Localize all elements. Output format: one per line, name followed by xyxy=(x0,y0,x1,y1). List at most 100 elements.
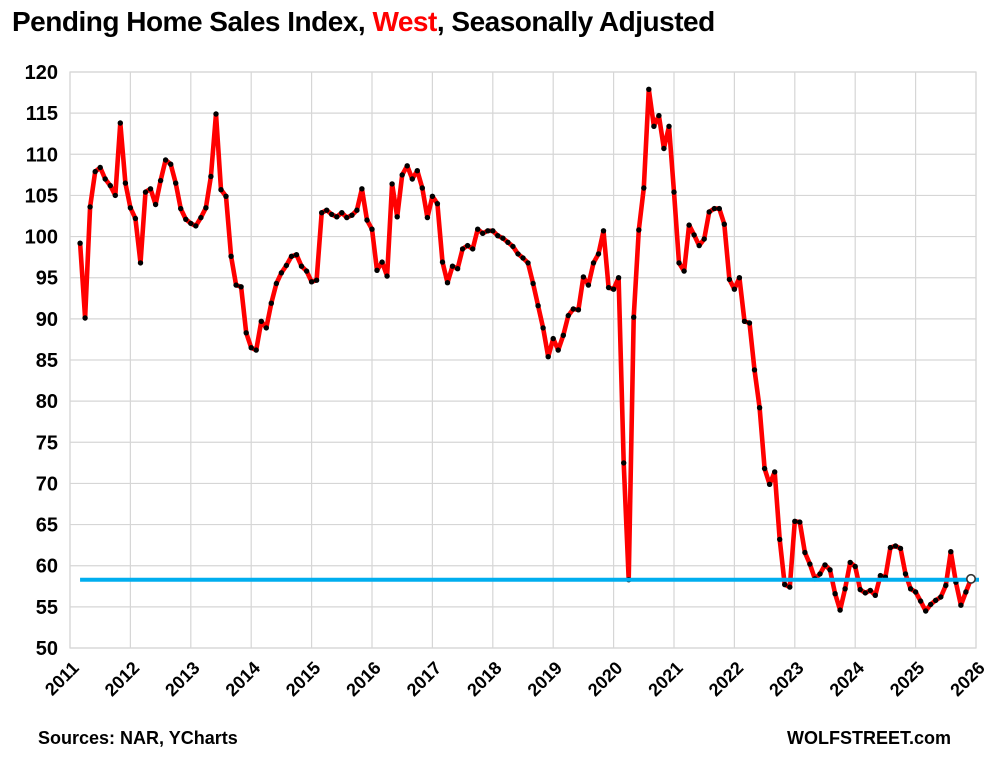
data-point-marker xyxy=(157,177,164,184)
x-axis-tick-label: 2013 xyxy=(161,658,203,700)
data-point-marker xyxy=(319,210,325,216)
data-point-marker xyxy=(857,586,863,593)
data-point-marker xyxy=(862,590,868,596)
data-point-marker xyxy=(907,586,914,592)
data-point-marker xyxy=(943,582,949,589)
data-point-marker xyxy=(912,589,919,595)
x-axis-tick-label: 2025 xyxy=(886,658,928,700)
data-point-marker xyxy=(605,284,612,291)
data-point-marker xyxy=(671,189,677,195)
data-point-marker xyxy=(278,270,285,276)
data-point-marker xyxy=(122,180,129,186)
data-point-marker xyxy=(464,242,471,249)
data-point-marker xyxy=(293,252,300,258)
x-axis-tick-label: 2019 xyxy=(524,658,566,700)
data-point-marker xyxy=(404,163,410,169)
data-point-marker xyxy=(892,543,899,549)
data-point-marker xyxy=(751,367,758,373)
data-point-marker xyxy=(102,176,108,182)
data-point-marker xyxy=(832,591,838,597)
data-point-marker xyxy=(112,192,119,199)
data-point-marker xyxy=(787,584,793,590)
data-point-marker xyxy=(560,332,566,338)
data-point-marker xyxy=(550,335,556,342)
x-axis-tick-label: 2014 xyxy=(222,658,264,700)
data-point-marker xyxy=(198,214,204,221)
x-axis-tick-label: 2012 xyxy=(101,658,143,700)
data-point-marker xyxy=(500,235,506,241)
data-point-marker xyxy=(475,226,481,232)
y-axis-tick-label: 80 xyxy=(36,391,58,413)
data-point-marker xyxy=(444,280,451,286)
data-point-marker xyxy=(303,268,310,274)
data-point-marker xyxy=(621,460,627,466)
data-point-marker xyxy=(142,189,149,195)
data-point-marker xyxy=(872,592,878,598)
data-point-marker xyxy=(525,260,531,266)
data-point-marker xyxy=(485,228,491,234)
data-point-marker xyxy=(807,561,813,567)
data-point-marker xyxy=(364,217,370,223)
data-point-marker xyxy=(107,182,114,189)
y-axis-tick-label: 100 xyxy=(25,227,58,249)
data-point-marker xyxy=(636,227,642,233)
data-point-marker xyxy=(837,607,843,613)
data-point-marker xyxy=(887,544,894,551)
data-point-marker xyxy=(656,112,662,119)
data-point-marker xyxy=(223,193,229,199)
data-point-marker xyxy=(97,164,103,171)
pending-home-sales-line-chart: 50 55 60 65 70 75 80 85 90 95 100 105 110 115 120 2011 2… xyxy=(25,62,987,700)
data-point-marker xyxy=(575,307,582,313)
data-point-marker xyxy=(641,185,647,191)
data-point-marker xyxy=(359,186,365,192)
data-point-marker xyxy=(173,180,179,186)
data-point-marker xyxy=(797,519,803,525)
data-point-marker xyxy=(339,210,345,216)
data-point-marker xyxy=(344,214,350,221)
y-axis-tick-label: 90 xyxy=(36,309,58,331)
data-point-marker xyxy=(615,275,622,281)
data-point-marker xyxy=(414,168,420,174)
data-point-marker xyxy=(842,586,848,592)
data-point-marker xyxy=(963,589,969,595)
data-point-marker xyxy=(384,273,390,279)
data-point-marker xyxy=(535,303,541,309)
data-point-marker xyxy=(454,266,461,272)
data-point-marker xyxy=(701,236,707,242)
data-point-marker xyxy=(585,282,592,288)
x-axis-tick-label: 2024 xyxy=(826,658,868,700)
x-axis-tick-label: 2023 xyxy=(765,658,807,700)
data-point-marker xyxy=(394,214,400,220)
data-point-marker xyxy=(867,587,873,594)
data-point-marker xyxy=(686,222,692,228)
data-point-marker xyxy=(253,347,259,353)
data-point-marker xyxy=(802,549,808,556)
data-point-marker xyxy=(147,186,154,192)
data-point-marker xyxy=(208,173,214,180)
data-point-marker xyxy=(495,233,501,239)
chart-title-suffix: , Seasonally Adjusted xyxy=(436,6,715,37)
data-point-marker xyxy=(183,216,189,222)
data-point-marker xyxy=(847,559,853,566)
data-point-marker xyxy=(248,345,254,351)
data-point-marker xyxy=(188,220,194,227)
data-point-marker xyxy=(666,123,672,129)
data-point-marker xyxy=(928,601,934,608)
data-point-marker xyxy=(92,168,98,175)
data-point-marker xyxy=(746,320,753,326)
data-point-marker xyxy=(268,300,274,306)
data-point-marker xyxy=(77,240,83,246)
x-axis-tick-label: 2026 xyxy=(946,658,987,700)
x-axis-tick-label: 2015 xyxy=(282,658,324,700)
data-point-marker xyxy=(580,274,587,280)
data-point-marker xyxy=(409,176,415,182)
x-axis-tick-label: 2011 xyxy=(41,658,83,700)
data-point-marker xyxy=(590,260,597,266)
data-point-marker xyxy=(570,306,576,312)
data-point-marker xyxy=(313,277,320,283)
data-point-marker xyxy=(263,325,269,331)
data-point-marker xyxy=(706,209,712,215)
y-axis-tick-label: 105 xyxy=(25,185,58,207)
chart-title-region: West xyxy=(372,6,437,37)
x-axis-tick-label: 2021 xyxy=(644,658,686,700)
